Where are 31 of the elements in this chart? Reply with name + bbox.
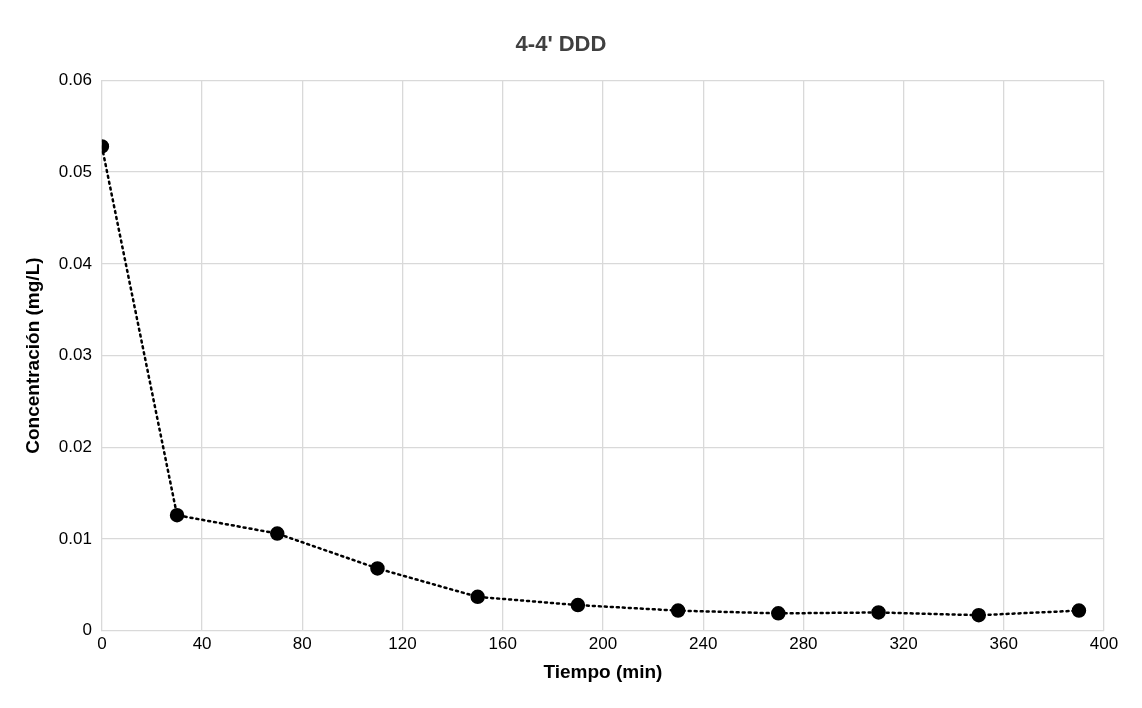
y-tick-label: 0.03 <box>58 345 92 365</box>
x-tick-label: 280 <box>789 633 818 653</box>
y-tick-label: 0.04 <box>58 253 92 273</box>
x-tick-label: 200 <box>588 633 618 653</box>
y-tick-label: 0.01 <box>58 528 92 548</box>
x-tick-label: 160 <box>488 633 517 653</box>
x-axis-title: Tiempo (min) <box>543 660 663 682</box>
point <box>1071 603 1087 618</box>
y-tick-label: 0.02 <box>58 437 92 457</box>
point <box>771 606 786 621</box>
point <box>270 526 285 541</box>
x-tick-label: 120 <box>388 633 417 653</box>
y-tick-label: 0.06 <box>58 70 92 90</box>
x-tick-label: 400 <box>1089 633 1119 653</box>
x-tick-label: 360 <box>989 633 1018 653</box>
chart-title: 4-4' DDD <box>515 31 607 57</box>
point <box>871 605 886 620</box>
point <box>971 607 986 623</box>
x-tick-label: 80 <box>292 633 312 653</box>
y-tick-label: 0 <box>82 620 92 640</box>
point <box>169 507 185 523</box>
x-tick-label: 320 <box>889 633 918 653</box>
point <box>670 603 686 618</box>
point <box>470 589 485 605</box>
point <box>370 561 385 576</box>
x-tick-label: 240 <box>688 633 718 653</box>
x-tick-label: 40 <box>192 633 212 653</box>
y-tick-label: 0.05 <box>58 161 92 181</box>
y-axis-title: Concentración (mg/L) <box>21 257 43 454</box>
x-tick-label: 0 <box>97 633 107 653</box>
point <box>570 597 586 613</box>
